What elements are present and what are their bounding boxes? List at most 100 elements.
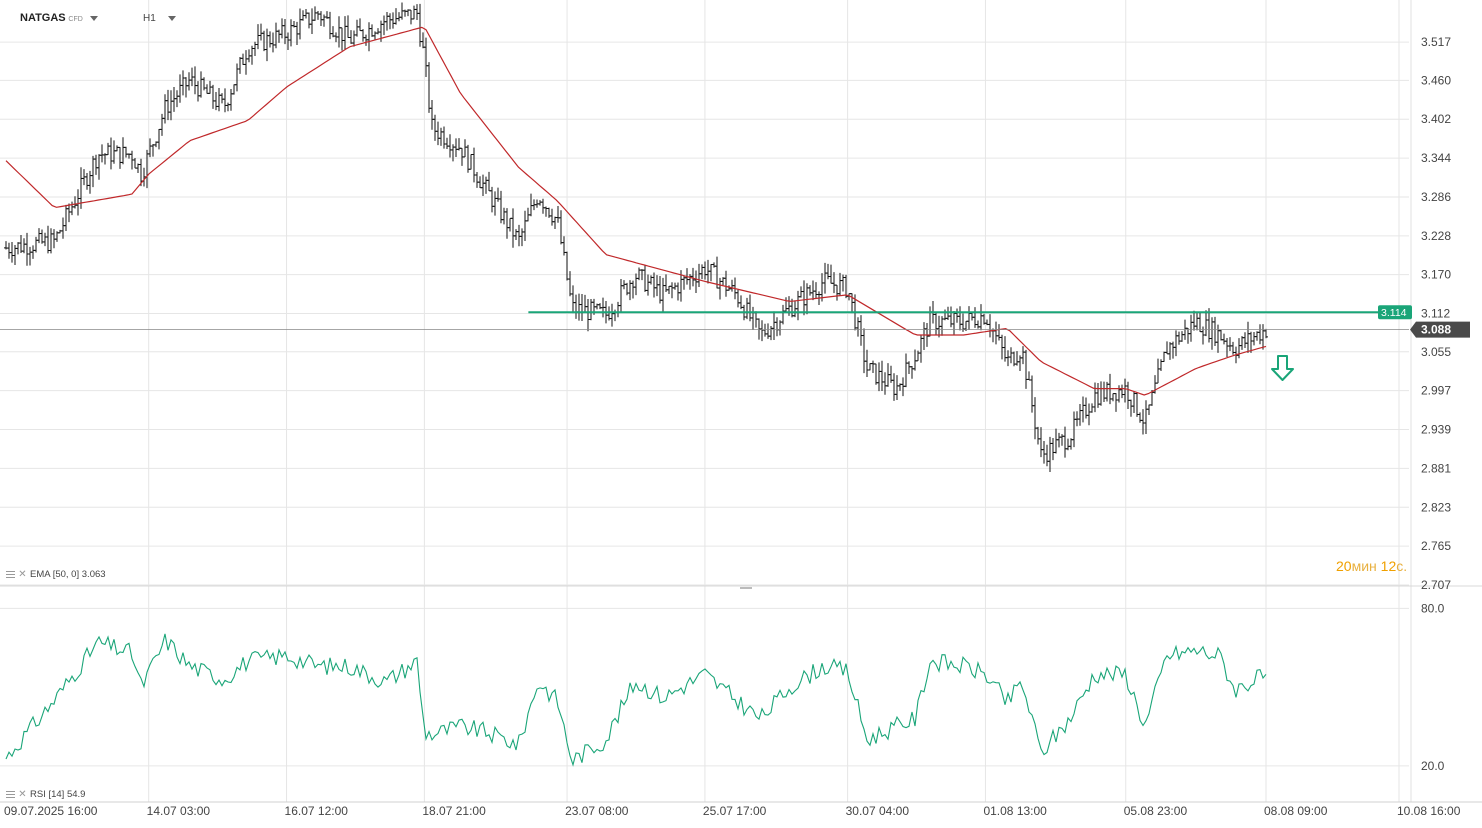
candle — [454, 138, 458, 157]
candle — [58, 229, 62, 234]
candle — [1042, 440, 1046, 464]
symbol-selector[interactable]: NATGAS CFD — [20, 12, 98, 24]
candle — [1168, 342, 1172, 360]
close-icon[interactable]: ✕ — [18, 789, 27, 800]
candle — [265, 28, 269, 62]
rsi-legend-label: RSI [14] — [30, 789, 65, 800]
candle — [1114, 393, 1118, 412]
candle — [259, 23, 263, 41]
candle — [76, 189, 80, 216]
candle — [610, 303, 614, 327]
candle — [634, 273, 638, 296]
candlestick-series — [4, 2, 1268, 472]
rsi-legend-value: 54.9 — [66, 789, 86, 800]
instrument-type: CFD — [68, 16, 83, 23]
chevron-down-icon — [89, 15, 98, 21]
candle — [340, 27, 344, 51]
candle — [514, 229, 518, 241]
candle — [316, 11, 320, 20]
ema-legend-label: EMA [50, 0] — [30, 569, 80, 580]
candle — [313, 6, 317, 21]
candle — [1126, 381, 1130, 409]
candle — [619, 279, 623, 312]
time-tick-label: 30.07 04:00 — [846, 804, 910, 818]
candle — [1195, 313, 1199, 331]
candle — [1120, 384, 1124, 399]
candle — [106, 142, 110, 156]
candle — [178, 74, 182, 103]
candle — [328, 11, 332, 40]
time-tick-label: 08.08 09:00 — [1264, 804, 1328, 818]
candle — [121, 137, 125, 165]
candle — [631, 280, 635, 299]
candle — [1021, 346, 1025, 365]
candle — [538, 200, 542, 206]
candle — [1117, 385, 1121, 403]
rsi-axis[interactable]: 80.0 20.0 — [1421, 601, 1445, 773]
candle — [583, 294, 587, 313]
candle — [418, 3, 422, 47]
candle — [151, 143, 155, 157]
settings-lines-icon[interactable] — [6, 570, 15, 578]
candle — [241, 53, 245, 65]
candle — [823, 262, 827, 294]
candle — [586, 298, 590, 332]
candle — [427, 62, 431, 113]
time-axis[interactable]: 09.07.2025 16:00 14.07 03:00 16.07 12:00 18… — [4, 804, 1461, 818]
candle — [550, 208, 554, 226]
time-tick-label: 09.07.2025 16:00 — [4, 804, 98, 818]
candle — [70, 201, 74, 216]
candle — [43, 232, 47, 247]
candle — [1186, 327, 1190, 344]
candle — [1015, 351, 1019, 366]
price-axis[interactable]: 3.517 3.460 3.402 3.344 3.286 3.228 3.170 3.112… — [1421, 35, 1451, 592]
price-tick-label: 2.997 — [1421, 384, 1451, 398]
candle — [1135, 392, 1139, 417]
candle — [1189, 314, 1193, 342]
candle — [223, 88, 227, 113]
candle — [502, 207, 506, 225]
time-tick-label: 14.07 03:00 — [147, 804, 211, 818]
candle — [100, 144, 104, 163]
candle — [775, 317, 779, 337]
candle — [784, 297, 788, 313]
close-icon[interactable]: ✕ — [18, 569, 27, 580]
candle — [1261, 324, 1265, 350]
candle — [781, 304, 785, 325]
candle-countdown: 20мин 12с. — [1336, 558, 1407, 574]
candle — [745, 297, 749, 320]
candle — [274, 22, 278, 49]
candle — [343, 16, 347, 50]
rsi-tick-label: 80.0 — [1421, 601, 1445, 615]
candle — [277, 29, 281, 43]
candle — [1174, 330, 1178, 357]
settings-lines-icon[interactable] — [6, 790, 15, 798]
rsi-line — [5, 633, 1267, 767]
candle — [358, 18, 362, 32]
timeframe-selector[interactable]: H1 — [143, 13, 176, 24]
candle — [928, 306, 932, 337]
candle — [1039, 427, 1043, 458]
candle — [322, 14, 326, 27]
candle — [376, 28, 380, 35]
candle — [556, 206, 560, 223]
candle — [1198, 312, 1202, 333]
candle — [442, 126, 446, 149]
candle — [763, 323, 767, 337]
candle — [49, 228, 53, 254]
candle — [1093, 382, 1097, 413]
candle — [988, 314, 992, 338]
candle — [913, 349, 917, 371]
candle — [637, 267, 641, 281]
candle — [565, 251, 569, 281]
candle — [652, 272, 656, 298]
candle — [1147, 404, 1151, 416]
candle — [655, 275, 659, 297]
candle — [409, 9, 413, 25]
candle — [403, 9, 407, 17]
candle — [1054, 428, 1058, 454]
candle — [172, 87, 176, 112]
candle — [922, 322, 926, 351]
